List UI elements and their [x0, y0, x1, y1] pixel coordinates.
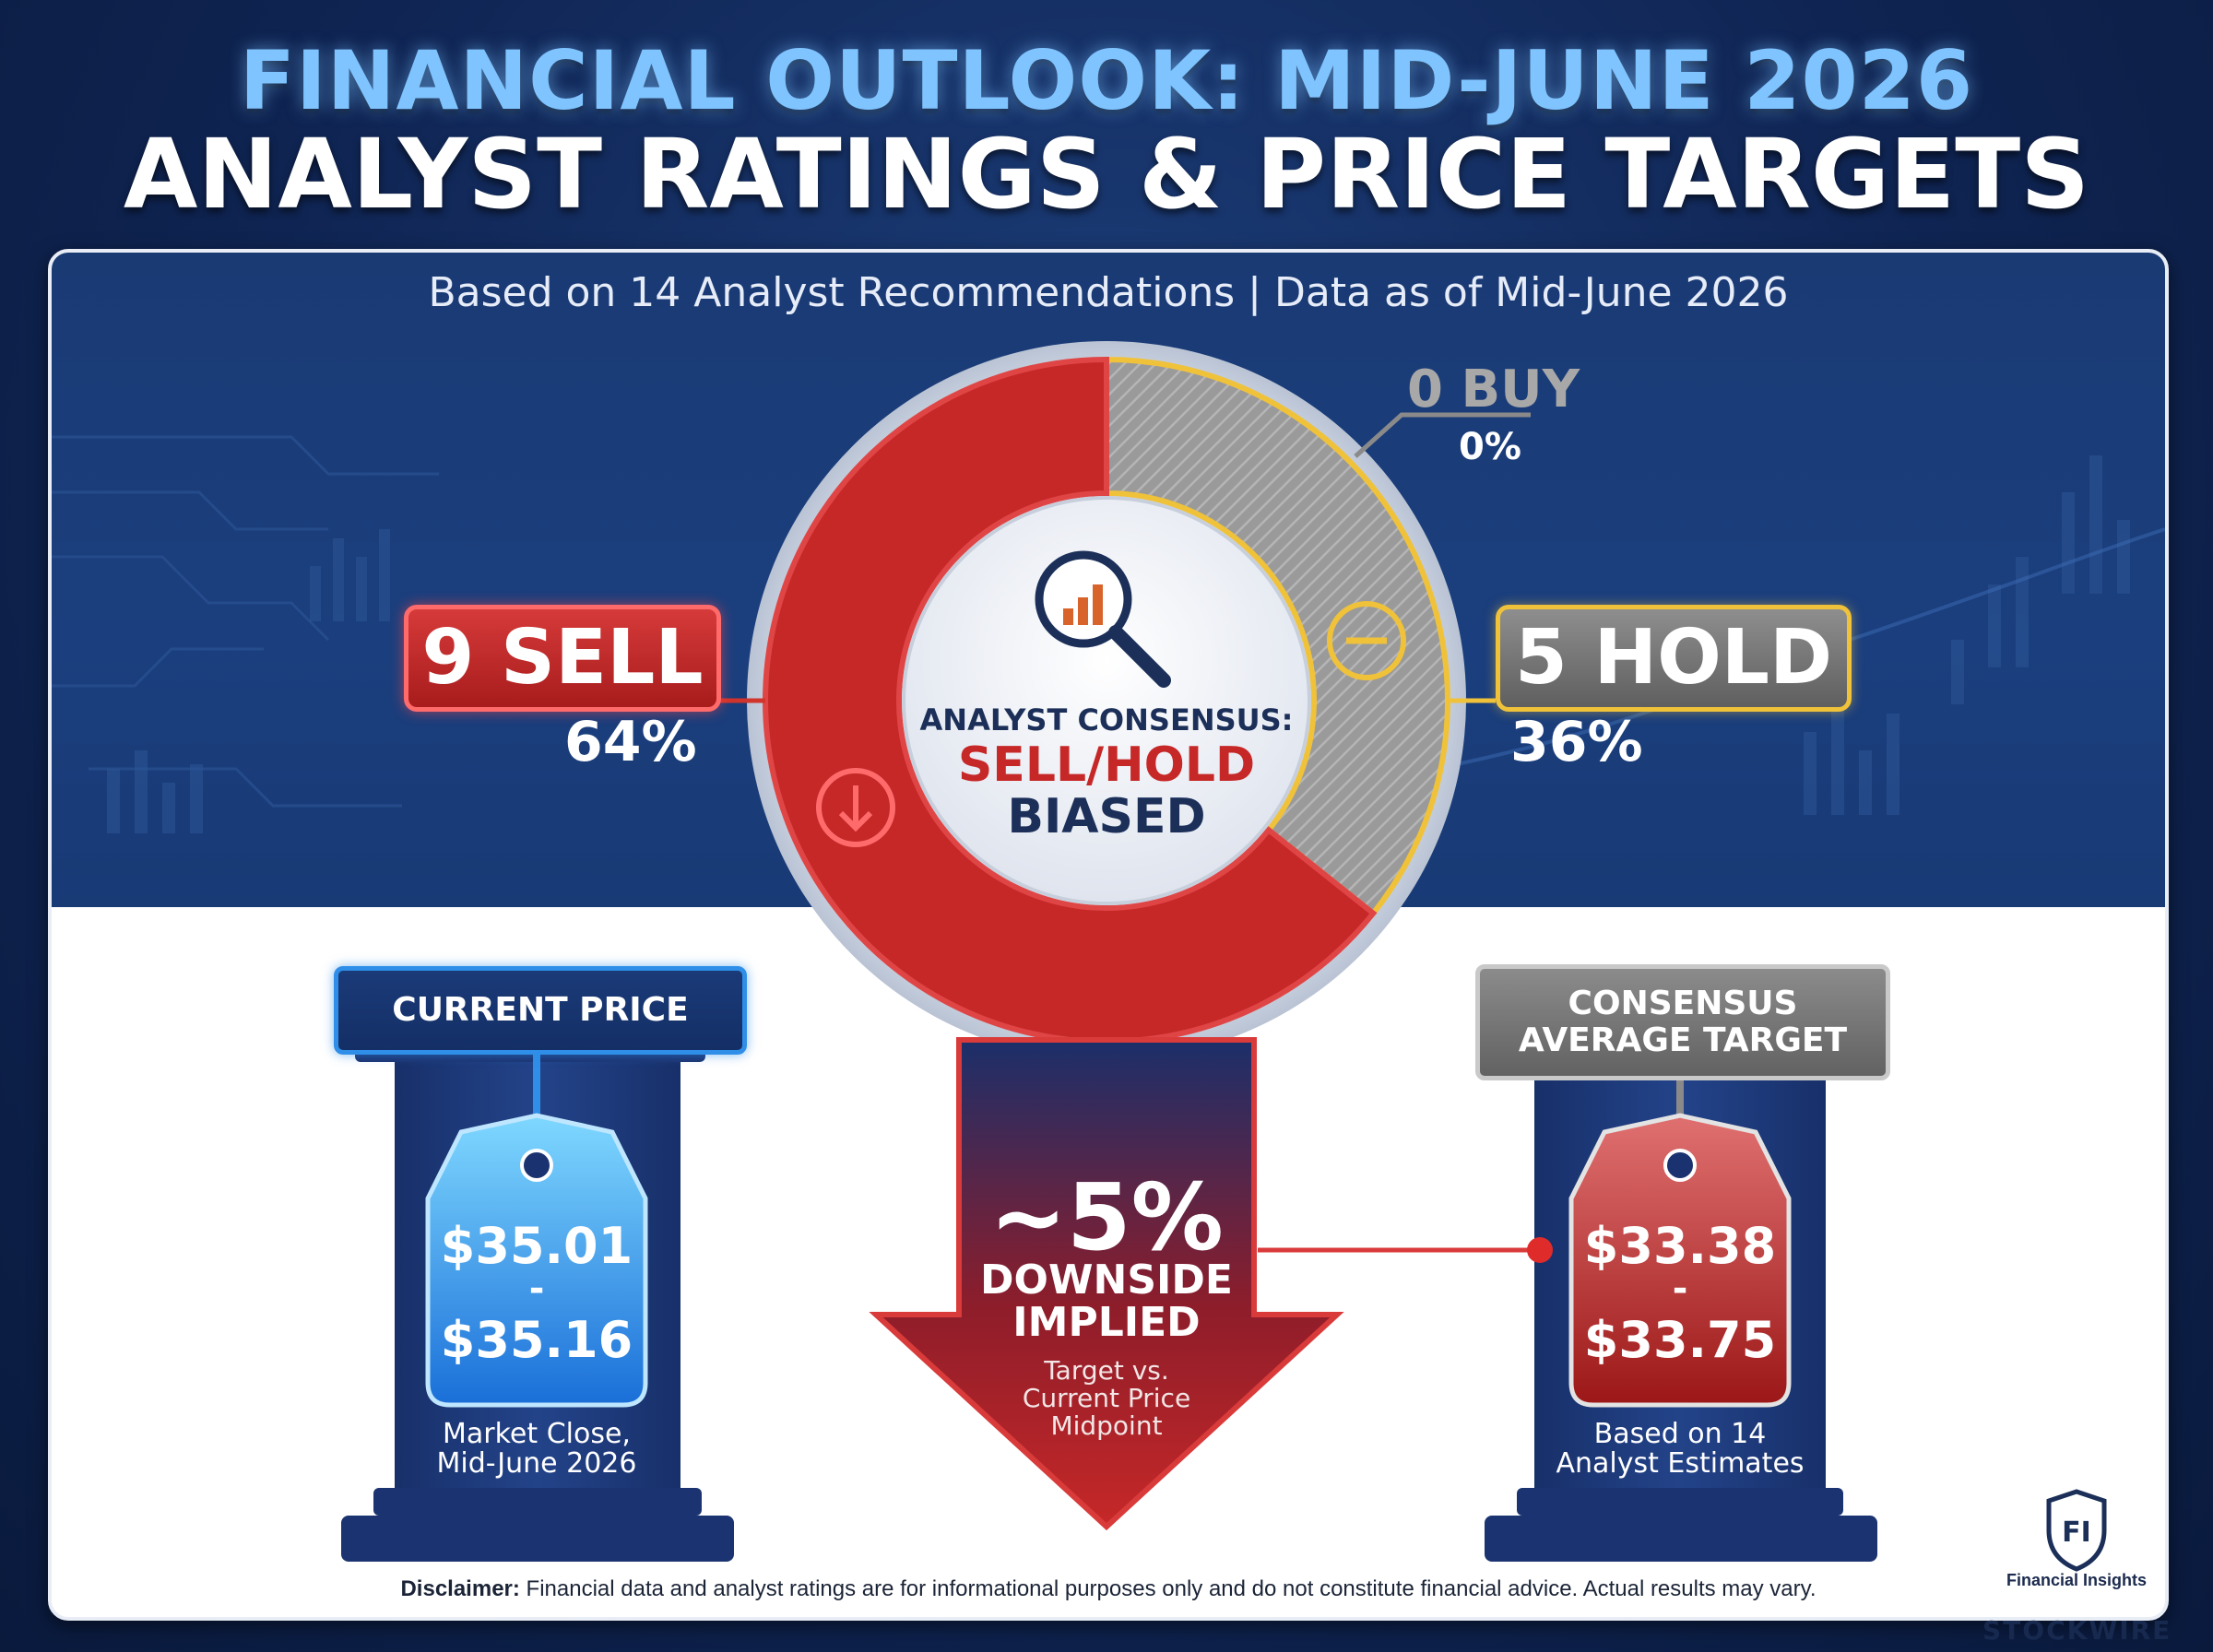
- brand-name: Financial Insights: [2006, 1571, 2148, 1589]
- downside-note-line2: Current Price: [1022, 1383, 1191, 1413]
- target-price-tag: [1568, 1113, 1792, 1408]
- target-note-line1: Based on 14: [1593, 1418, 1767, 1450]
- downside-note-line1: Target vs.: [1044, 1355, 1169, 1386]
- current-price-sep: -: [528, 1268, 545, 1310]
- donut-center: [902, 496, 1311, 905]
- buy-percent: 0%: [1459, 426, 1521, 468]
- downside-note-line3: Midpoint: [1050, 1410, 1163, 1441]
- page-subtitle: ANALYST RATINGS & PRICE TARGETS: [123, 118, 2090, 230]
- donut-slice-hold: [1104, 356, 1450, 917]
- consensus-heading: ANALYST CONSENSUS:: [919, 702, 1294, 738]
- target-tag-hole: [1663, 1149, 1697, 1182]
- downside-arrow: [869, 1037, 1344, 1531]
- target-connector-dot: [1527, 1237, 1553, 1263]
- target-note: Based on 14 Analyst Estimates: [1542, 1420, 1818, 1479]
- downside-line1: DOWNSIDE: [980, 1257, 1233, 1304]
- sell-count-label: 9 SELL: [404, 605, 721, 712]
- current-price-caption: CURRENT PRICE: [334, 966, 747, 1055]
- current-price-high: $35.16: [440, 1311, 633, 1369]
- corner-watermark: STOCKWIRE: [1982, 1615, 2172, 1646]
- disclaimer-label: Disclaimer:: [400, 1576, 520, 1601]
- hold-count-label: 5 HOLD: [1496, 605, 1852, 712]
- hold-percent: 36%: [1510, 710, 1643, 774]
- buy-count-label: 0 BUY: [1407, 360, 1580, 419]
- page-title: FINANCIAL OUTLOOK: MID-JUNE 2026: [239, 33, 1974, 128]
- consensus-qualifier: BIASED: [1007, 789, 1206, 844]
- current-note-line1: Market Close,: [443, 1418, 631, 1450]
- donut-slice-sell: [763, 356, 1378, 1044]
- downside-value: ~5%: [989, 1163, 1224, 1271]
- minus-circle-icon: [1327, 601, 1406, 680]
- downside-line2: IMPLIED: [1012, 1299, 1201, 1346]
- current-note-line2: Mid-June 2026: [436, 1447, 637, 1480]
- donut-slices: [763, 356, 1450, 1044]
- downside-note: Target vs. Current Price Midpoint: [968, 1357, 1245, 1440]
- brand-mark: FI: [2062, 1516, 2091, 1549]
- disclaimer-text: Financial data and analyst ratings are f…: [519, 1576, 1817, 1601]
- background-decor: [52, 435, 2165, 833]
- disclaimer: Disclaimer: Financial data and analyst r…: [52, 1576, 2165, 1602]
- consensus-value: SELL/HOLD: [957, 738, 1256, 793]
- target-caption: CONSENSUS AVERAGE TARGET: [1475, 964, 1890, 1080]
- panel-caption: Based on 14 Analyst Recommendations | Da…: [428, 269, 1789, 316]
- current-price-low: $35.01: [440, 1217, 633, 1275]
- current-tag-hole: [520, 1149, 553, 1182]
- target-price-low: $33.38: [1583, 1217, 1777, 1275]
- target-price-high: $33.75: [1583, 1311, 1777, 1369]
- target-price-sep: -: [1672, 1268, 1688, 1310]
- current-price-note: Market Close, Mid-June 2026: [398, 1420, 675, 1479]
- target-caption-line2: AVERAGE TARGET: [1518, 1021, 1848, 1059]
- target-caption-line1: CONSENSUS: [1568, 985, 1798, 1022]
- sell-percent: 64%: [564, 710, 697, 774]
- buy-connector: [1354, 412, 1531, 458]
- down-arrow-circle-icon: [816, 768, 895, 847]
- downside-label: DOWNSIDE IMPLIED: [941, 1259, 1272, 1344]
- target-note-line2: Analyst Estimates: [1556, 1447, 1805, 1480]
- shield-icon: FI: [2046, 1489, 2107, 1572]
- magnifier-chart-icon: [1035, 550, 1171, 688]
- current-price-tag: [425, 1113, 648, 1408]
